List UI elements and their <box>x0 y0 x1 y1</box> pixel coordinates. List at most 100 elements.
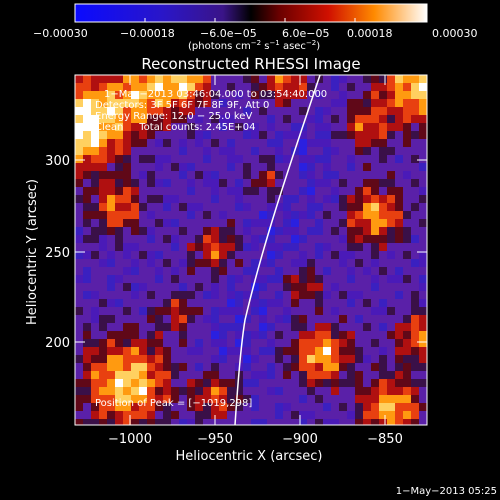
image-pixel <box>107 155 115 163</box>
image-pixel <box>115 419 123 425</box>
image-pixel <box>347 195 355 203</box>
image-pixel <box>363 163 371 171</box>
image-pixel <box>147 387 155 395</box>
image-pixel <box>123 203 131 211</box>
image-pixel <box>163 107 171 115</box>
image-pixel <box>411 291 419 299</box>
image-pixel <box>323 291 331 299</box>
image-pixel <box>291 91 299 99</box>
image-pixel <box>299 139 307 147</box>
image-pixel <box>395 403 403 411</box>
image-pixel <box>83 347 91 355</box>
image-pixel <box>131 139 139 147</box>
image-pixel <box>323 267 331 275</box>
image-pixel <box>227 147 235 155</box>
image-pixel <box>371 411 379 419</box>
image-pixel <box>251 299 259 307</box>
colorbar-gradient <box>74 3 428 23</box>
image-pixel <box>299 187 307 195</box>
image-pixel <box>299 355 307 363</box>
image-pixel <box>91 411 99 419</box>
image-pixel <box>299 347 307 355</box>
image-pixel <box>147 355 155 363</box>
image-pixel <box>267 235 275 243</box>
image-pixel <box>107 379 115 387</box>
image-pixel <box>235 155 243 163</box>
x-tick-label: −850 <box>367 432 403 447</box>
image-pixel <box>211 283 219 291</box>
image-pixel <box>323 355 331 363</box>
image-pixel <box>123 411 131 419</box>
x-axis-ticks <box>129 75 386 425</box>
image-pixel <box>163 411 171 419</box>
image-pixel <box>123 267 131 275</box>
image-pixel <box>347 243 355 251</box>
image-pixel <box>187 243 195 251</box>
image-pixel <box>283 227 291 235</box>
image-pixel <box>419 363 427 371</box>
image-pixel <box>123 179 131 187</box>
image-pixel <box>99 347 107 355</box>
image-pixel <box>251 307 259 315</box>
image-pixel <box>83 251 91 259</box>
image-pixel <box>99 211 107 219</box>
image-pixel <box>307 187 315 195</box>
image-pixel <box>403 251 411 259</box>
image-pixel <box>275 251 283 259</box>
image-pixel <box>251 235 259 243</box>
image-pixel <box>235 123 243 131</box>
plot-title: Reconstructed RHESSI Image <box>141 55 360 73</box>
image-pixel <box>339 251 347 259</box>
image-pixel <box>171 219 179 227</box>
image-pixel <box>379 203 387 211</box>
image-pixel <box>379 99 387 107</box>
image-pixel <box>299 83 307 91</box>
image-pixel <box>411 307 419 315</box>
image-pixel <box>211 259 219 267</box>
image-pixel <box>339 91 347 99</box>
image-pixel <box>227 275 235 283</box>
image-pixel <box>403 347 411 355</box>
image-pixel <box>123 147 131 155</box>
image-pixel <box>267 171 275 179</box>
image-pixel <box>187 259 195 267</box>
image-pixel <box>243 123 251 131</box>
image-pixel <box>347 131 355 139</box>
image-pixel <box>123 323 131 331</box>
image-pixel <box>243 395 251 403</box>
image-pixel <box>411 235 419 243</box>
image-pixel <box>267 363 275 371</box>
plot-timestamp: 1−May−2013 05:25 <box>396 486 497 497</box>
image-pixel <box>99 147 107 155</box>
image-pixel <box>347 107 355 115</box>
image-pixel <box>259 307 267 315</box>
image-pixel <box>75 155 83 163</box>
image-pixel <box>107 355 115 363</box>
image-pixel <box>355 355 363 363</box>
image-pixel <box>387 403 395 411</box>
image-pixel <box>115 403 123 411</box>
image-pixel <box>171 323 179 331</box>
image-pixel <box>379 323 387 331</box>
image-pixel <box>155 323 163 331</box>
image-pixel <box>411 363 419 371</box>
image-pixel <box>267 259 275 267</box>
image-pixel <box>355 211 363 219</box>
image-pixel <box>91 163 99 171</box>
image-pixel <box>163 91 171 99</box>
image-pixel <box>75 379 83 387</box>
image-pixel <box>91 379 99 387</box>
image-pixel <box>203 131 211 139</box>
image-pixel <box>275 299 283 307</box>
image-pixel <box>123 371 131 379</box>
image-pixel <box>131 259 139 267</box>
image-pixel <box>155 347 163 355</box>
image-pixel <box>131 219 139 227</box>
image-pixel <box>331 363 339 371</box>
image-pixel <box>283 115 291 123</box>
image-pixel <box>211 291 219 299</box>
image-pixel <box>195 395 203 403</box>
image-pixel <box>379 75 387 83</box>
image-pixel <box>251 395 259 403</box>
image-pixel <box>123 171 131 179</box>
